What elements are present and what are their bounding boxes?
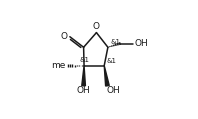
Polygon shape <box>104 66 109 86</box>
Text: &1: &1 <box>107 58 116 64</box>
Text: OH: OH <box>134 39 148 48</box>
Text: me: me <box>51 61 66 70</box>
Text: &1: &1 <box>110 39 120 45</box>
Text: O: O <box>93 22 100 31</box>
Polygon shape <box>82 66 86 86</box>
Text: OH: OH <box>77 86 90 95</box>
Text: &1: &1 <box>80 57 89 63</box>
Text: O: O <box>61 32 68 41</box>
Text: OH: OH <box>107 86 120 95</box>
